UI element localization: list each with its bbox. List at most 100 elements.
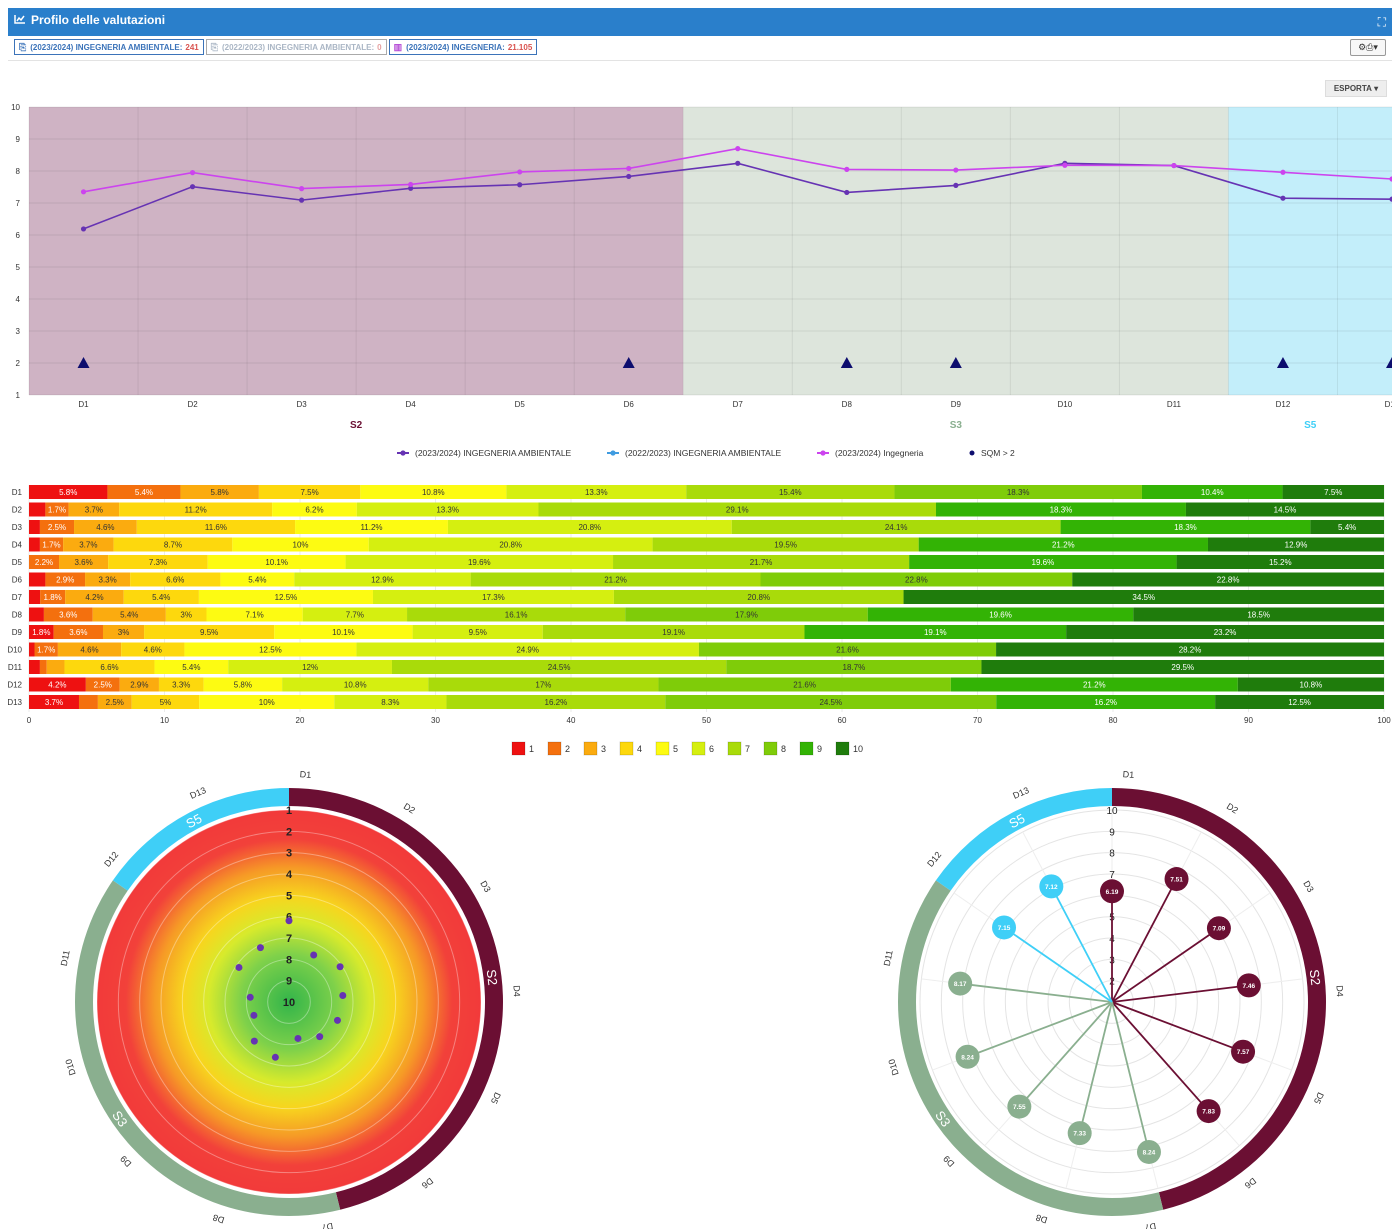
radial-tick-label: 10 xyxy=(1106,806,1118,817)
bar-segment xyxy=(407,607,626,622)
lollipop-label: 7.09 xyxy=(1213,926,1226,933)
legend-swatch xyxy=(763,741,778,756)
bar-label: 3.6% xyxy=(69,628,87,637)
bar-segment xyxy=(1310,520,1384,534)
x-tick-label: 80 xyxy=(1109,716,1118,725)
axis-label: D3 xyxy=(478,879,492,894)
lollipop-head xyxy=(1067,1121,1092,1146)
series-point xyxy=(953,182,959,188)
legend-swatch xyxy=(511,741,526,756)
bar-segment xyxy=(360,485,507,499)
bar-segment xyxy=(78,695,98,709)
series-point xyxy=(408,185,414,191)
bar-label: 29.1% xyxy=(726,506,749,515)
export-button[interactable]: ESPORTA ▾ xyxy=(1325,80,1387,97)
lollipop-head xyxy=(1039,874,1064,899)
lollipop-head xyxy=(1196,1099,1221,1124)
bar-segment xyxy=(206,607,303,622)
tab-ambientale-2023[interactable]: ⎘ (2023/2024) INGEGNERIA AMBIENTALE: 241 xyxy=(14,39,204,55)
bar-segment xyxy=(63,537,114,552)
series-point xyxy=(517,182,523,188)
y-tick-label: D5 xyxy=(12,558,23,567)
radial-tick-label: 6 xyxy=(286,912,292,924)
bar-label: 5.8% xyxy=(234,681,252,690)
tab-ambientale-2022[interactable]: ⎘ (2022/2023) INGEGNERIA AMBIENTALE: 0 xyxy=(205,39,387,55)
bar-segment xyxy=(1060,520,1311,534)
axis-label: D9 xyxy=(118,1154,133,1169)
axis-label: D3 xyxy=(1301,879,1315,894)
bar-segment xyxy=(130,572,221,587)
radial-tick-label: 5 xyxy=(1109,913,1115,924)
bar-label: 17.3% xyxy=(482,593,505,602)
x-tick-label: D4 xyxy=(406,400,417,409)
bar-segment xyxy=(53,625,103,639)
bar-label: 21.2% xyxy=(1052,541,1075,550)
line-chart-legend: (2023/2024) INGEGNERIA AMBIENTALE (2022/2… xyxy=(397,448,1015,458)
bar-segment xyxy=(613,555,910,569)
legend-label: 3 xyxy=(601,744,606,754)
settings-button[interactable]: ⚙ ⎙ ▾ xyxy=(1350,39,1386,56)
bar-segment xyxy=(1072,572,1384,587)
bar-segment xyxy=(698,642,997,657)
legend-swatch xyxy=(835,741,850,756)
lollipop-label: 7.57 xyxy=(1237,1049,1250,1056)
bar-label: 9.5% xyxy=(200,628,218,637)
tab-label: (2023/2024) INGEGNERIA: xyxy=(406,42,505,52)
legend-label: 7 xyxy=(745,744,750,754)
export-label: ESPORTA xyxy=(1333,84,1372,93)
sqm-marker xyxy=(622,357,635,368)
bar-label: 20.8% xyxy=(499,541,522,550)
x-tick-label: 0 xyxy=(27,716,32,725)
bar-segment xyxy=(39,520,75,534)
lollipop-head xyxy=(1164,867,1189,892)
lollipop-label: 7.15 xyxy=(998,925,1011,932)
tab-ingegneria-2023[interactable]: ▥ (2023/2024) INGEGNERIA: 21.105 xyxy=(388,39,538,55)
radar-ring xyxy=(1026,916,1198,1088)
axis-label: D9 xyxy=(941,1154,956,1169)
axis-label: D8 xyxy=(212,1212,226,1225)
bar-segment xyxy=(123,590,199,604)
radar-spoke xyxy=(921,978,1113,1003)
panel-header: Profilo delle valutazioni ⛶ xyxy=(8,8,1392,36)
bar-segment xyxy=(1282,485,1384,499)
sector-label: S5 xyxy=(183,811,204,832)
bar-label: 3.6% xyxy=(59,611,77,620)
bar-segment xyxy=(113,537,233,552)
bar-segment xyxy=(412,625,543,639)
bar-segment xyxy=(1185,502,1384,517)
bar-label: 19.5% xyxy=(774,541,797,550)
bar-segment xyxy=(144,625,275,639)
print-icon: ⎙ xyxy=(1366,42,1374,52)
radar-background xyxy=(920,810,1304,1194)
bar-segment xyxy=(542,625,805,639)
bar-segment xyxy=(184,642,357,657)
x-tick-label: D11 xyxy=(1167,400,1182,409)
radial-tick-label: 1 xyxy=(286,805,292,817)
bar-segment xyxy=(295,520,448,534)
sector-label: S2 xyxy=(1307,969,1324,987)
radial-tick-label: 6 xyxy=(1109,891,1115,902)
radar-spoke xyxy=(1065,1001,1113,1189)
lollipop-stem xyxy=(1018,1001,1113,1108)
series-point xyxy=(1062,160,1068,166)
stacked-bar-chart: 0 10 20 30 40 50 60 70 80 90 100 D1 5.8% 5.4% 5.8% 7.5%… xyxy=(7,485,1391,725)
lollipop-stem xyxy=(1111,878,1178,1003)
radar-ring xyxy=(919,809,1305,1195)
bar-segment xyxy=(538,502,936,517)
tab-label: (2022/2023) INGEGNERIA AMBIENTALE: xyxy=(221,42,375,52)
y-tick-label: 3 xyxy=(16,327,21,336)
expand-icon[interactable]: ⛶ xyxy=(1377,15,1386,29)
lollipop-label: 7.83 xyxy=(1202,1109,1215,1116)
bar-segment xyxy=(1237,677,1384,692)
series-point xyxy=(1171,162,1177,169)
bar-segment xyxy=(29,520,40,534)
bar-segment xyxy=(1215,695,1384,709)
band-label: S5 xyxy=(1304,420,1317,431)
bar-label: 12.5% xyxy=(1288,698,1311,707)
bar-label: 9.5% xyxy=(469,628,487,637)
x-tick-label: 20 xyxy=(296,716,305,725)
radial-tick-label: 3 xyxy=(286,848,292,860)
bar-segment xyxy=(804,625,1067,639)
radar-point xyxy=(250,1011,258,1019)
lollipop-stem xyxy=(1078,1001,1113,1134)
